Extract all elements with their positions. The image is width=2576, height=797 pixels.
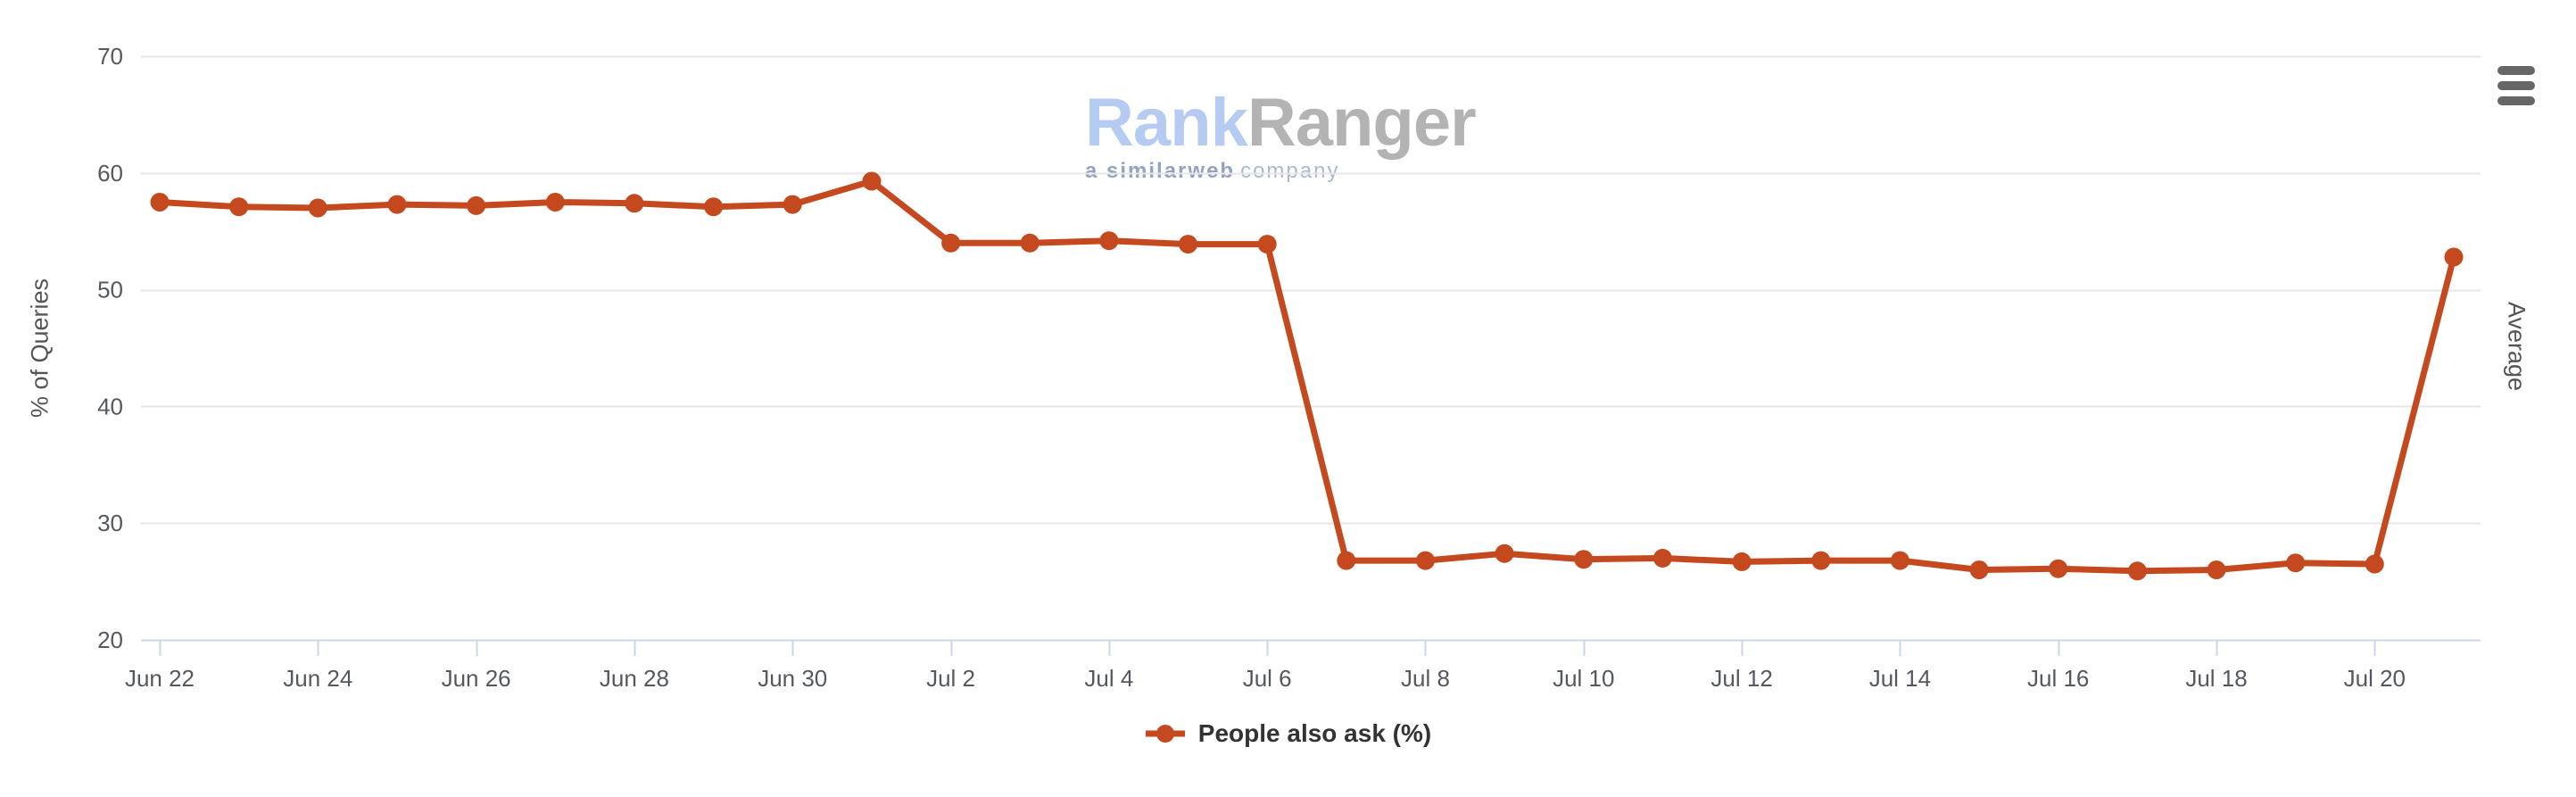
x-tick-label: Jul 18: [2185, 665, 2247, 692]
x-tick-label: Jul 16: [2027, 665, 2089, 692]
data-point[interactable]: [1732, 552, 1752, 571]
data-point[interactable]: [1652, 548, 1672, 568]
y-tick-label: 70: [97, 43, 123, 70]
x-tick-label: Jun 30: [758, 665, 827, 692]
data-point[interactable]: [387, 195, 407, 214]
legend-item-people-also-ask[interactable]: People also ask (%): [1145, 719, 1431, 748]
hamburger-icon: [2497, 66, 2535, 75]
data-point[interactable]: [1020, 233, 1040, 253]
data-point[interactable]: [1574, 550, 1594, 569]
data-point[interactable]: [783, 195, 802, 214]
y-tick-label: 40: [97, 393, 123, 419]
series-line-people-also-ask: [156, 178, 2457, 575]
x-tick-label: Jul 8: [1401, 665, 1450, 692]
y-tick-label: 50: [97, 277, 123, 303]
data-point[interactable]: [941, 233, 961, 253]
x-tick-label: Jul 6: [1243, 665, 1292, 692]
data-point[interactable]: [704, 197, 724, 217]
legend: People also ask (%): [0, 719, 2576, 748]
x-tick-label: Jul 20: [2344, 665, 2406, 692]
x-tick-label: Jul 12: [1710, 665, 1772, 692]
y-tick-label: 30: [97, 510, 123, 536]
x-tick-label: Jun 28: [600, 665, 669, 692]
y-tick-label: 20: [97, 627, 123, 653]
data-point[interactable]: [625, 194, 644, 213]
data-point[interactable]: [2444, 247, 2464, 267]
data-point[interactable]: [1416, 551, 1435, 570]
hamburger-icon: [2497, 81, 2535, 90]
y-tick-label: 60: [97, 160, 123, 187]
hamburger-icon: [2497, 96, 2535, 105]
data-point[interactable]: [1179, 235, 1197, 254]
x-tick-label: Jul 4: [1084, 665, 1133, 692]
chart-context-menu-button[interactable]: [2497, 66, 2539, 105]
data-point[interactable]: [150, 193, 170, 212]
data-point[interactable]: [1811, 551, 1831, 570]
data-point[interactable]: [1495, 544, 1514, 563]
x-tick-label: Jun 22: [125, 665, 195, 692]
data-point[interactable]: [2127, 561, 2147, 581]
data-point[interactable]: [2207, 560, 2226, 579]
y-axis-title-right: Average: [2503, 301, 2530, 392]
data-point[interactable]: [1969, 560, 1989, 579]
legend-item-label: People also ask (%): [1197, 719, 1432, 747]
data-point[interactable]: [862, 171, 882, 191]
data-point[interactable]: [229, 197, 249, 217]
data-point[interactable]: [1257, 235, 1277, 254]
y-axis-title: % of Queries: [26, 278, 54, 419]
data-point[interactable]: [308, 198, 327, 218]
x-tick-label: Jun 26: [442, 665, 511, 692]
x-tick-label: Jul 2: [926, 665, 975, 692]
data-point[interactable]: [545, 193, 565, 212]
data-point[interactable]: [1890, 551, 1909, 570]
data-point[interactable]: [1337, 551, 1356, 570]
x-tick-label: Jun 24: [283, 665, 352, 692]
data-point[interactable]: [2049, 559, 2068, 578]
data-point[interactable]: [2286, 553, 2306, 573]
data-point[interactable]: [1099, 231, 1119, 251]
x-tick-label: Jul 10: [1553, 665, 1614, 692]
x-tick-label: Jul 14: [1869, 665, 1931, 692]
legend-series-marker-icon: [1145, 725, 1185, 743]
data-point[interactable]: [2365, 554, 2384, 574]
data-point[interactable]: [467, 195, 486, 215]
